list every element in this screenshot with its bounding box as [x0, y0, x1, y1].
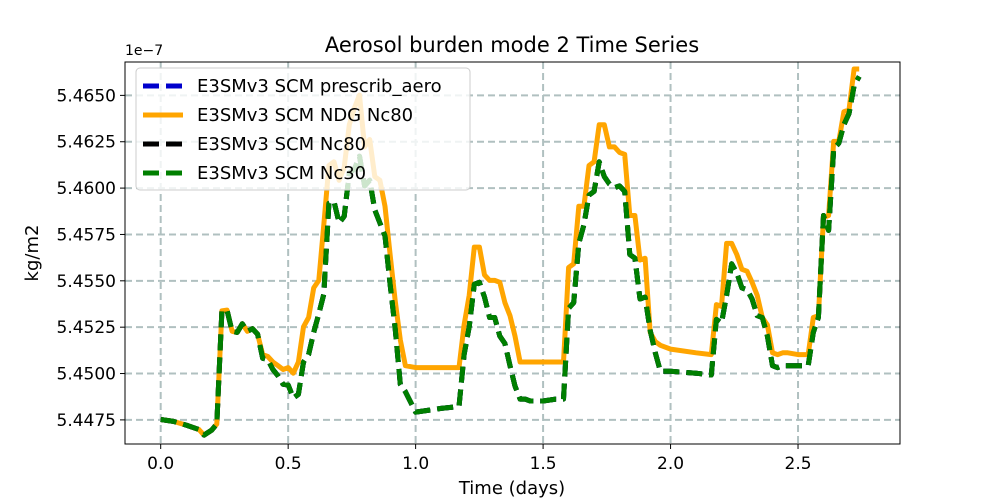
y-tick-label: 5.4625: [57, 133, 116, 153]
x-tick-label: 1.5: [530, 454, 557, 474]
y-axis-title: kg/m2: [22, 225, 43, 282]
y-axis: 5.4475 5.4500 5.4525 5.4550 5.4575 5.4600 5.46…: [57, 86, 125, 431]
y-tick-label: 5.4550: [57, 272, 116, 292]
x-tick-label: 1.0: [402, 454, 429, 474]
legend-label-3: E3SMv3 SCM Nc80: [197, 134, 366, 155]
x-axis-title: Time (days): [458, 478, 565, 499]
y-tick-label: 5.4525: [57, 318, 116, 338]
series-line-4: [160, 75, 862, 438]
plot-frame: [124, 61, 901, 445]
legend-box: [135, 67, 471, 191]
legend-label-4: E3SMv3 SCM Nc30: [197, 163, 366, 184]
legend-label-1: E3SMv3 SCM prescrib_aero: [197, 76, 442, 97]
legend: E3SMv3 SCM prescrib_aero E3SMv3 SCM NDG N…: [135, 67, 471, 191]
series-layer: [160, 66, 862, 438]
y-tick-label: 5.4500: [57, 365, 116, 385]
x-tick-label: 0.5: [275, 454, 302, 474]
y-tick-label: 5.4600: [57, 179, 116, 199]
legend-label-2: E3SMv3 SCM NDG Nc80: [197, 105, 413, 126]
x-axis: 0.0 0.5 1.0 1.5 2.0 2.5: [147, 444, 812, 474]
y-tick-label: 5.4575: [57, 225, 116, 245]
x-tick-label: 0.0: [147, 454, 174, 474]
chart-title: Aerosol burden mode 2 Time Series: [325, 33, 699, 57]
x-tick-label: 2.0: [657, 454, 684, 474]
y-offset-label: 1e−7: [125, 43, 163, 59]
series-line-2: [160, 66, 860, 438]
y-tick-label: 5.4650: [57, 86, 116, 106]
y-tick-label: 5.4475: [57, 411, 116, 431]
x-tick-label: 2.5: [785, 454, 812, 474]
